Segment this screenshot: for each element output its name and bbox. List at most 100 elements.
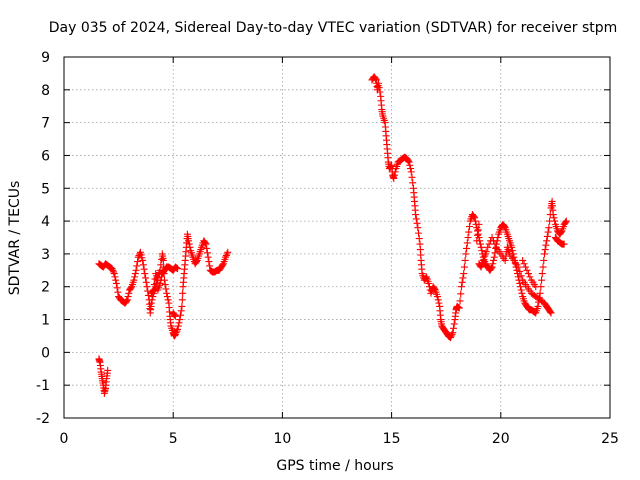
y-tick-label: 8 [41,83,50,99]
data-point [557,228,565,236]
data-point [415,229,423,237]
data-point [457,283,465,291]
data-point [516,283,524,291]
data-point [433,293,441,301]
data-point [123,296,131,304]
data-point [405,158,413,166]
data-point [541,246,549,254]
data-point [162,285,170,293]
x-axis-label: GPS time / hours [276,458,393,474]
data-point [110,270,118,278]
data-point [560,240,568,248]
data-point [457,290,465,298]
data-point [476,240,484,248]
chart-title: Day 035 of 2024, Sidereal Day-to-day VTE… [49,20,618,36]
data-point [414,224,422,232]
data-point [173,327,181,335]
data-point [177,307,185,315]
data-point [425,279,433,287]
data-point [174,265,182,273]
data-point [174,322,182,330]
data-point [141,270,149,278]
data-point [523,266,531,274]
data-point [205,258,213,266]
data-point [148,296,156,304]
y-tick-label: 6 [41,148,50,164]
data-point [375,84,383,92]
data-point [488,234,496,241]
data-point [539,263,547,271]
data-point [545,224,553,232]
data-point [174,325,182,333]
data-point [487,264,495,272]
data-point [508,247,516,255]
data-point [175,319,183,327]
data-point [125,289,133,297]
data-point [542,241,550,249]
data-point [479,256,487,264]
data-point [390,174,398,182]
data-point [546,308,554,316]
data-point [201,239,209,247]
data-point [204,253,212,261]
data-point [136,250,144,258]
data-point [475,220,483,228]
data-point [192,258,200,266]
y-tick-label: 9 [41,50,50,66]
data-point [159,256,167,264]
data-point [178,296,186,304]
grid-lines [64,57,610,418]
data-point [139,256,147,264]
data-point [202,240,210,248]
data-point [203,244,211,252]
data-point [178,302,186,310]
data-point [133,262,141,270]
data-point [550,214,558,222]
data-point [517,286,525,294]
data-point [536,289,544,297]
data-point [179,289,187,297]
data-point [516,279,524,287]
data-point [544,228,552,236]
data-point [171,330,179,338]
data-point [455,304,463,312]
data-point [171,311,179,319]
data-point [203,249,211,257]
data-point [413,219,421,227]
data-point [448,330,456,338]
data-point [543,232,551,240]
data-point [490,256,498,264]
data-point [112,276,120,284]
x-tick-label: 20 [492,431,510,447]
data-point [150,286,158,294]
data-point [185,240,193,248]
data-point [376,88,384,96]
data-point [484,243,492,251]
data-point [109,266,117,274]
data-point [478,247,486,255]
y-tick-label: -1 [36,378,50,394]
data-point [450,320,458,328]
y-tick-label: -2 [36,411,50,427]
y-tick-label: 4 [41,214,50,230]
data-point [490,253,498,261]
data-point [163,293,171,301]
plot-frame [63,56,611,419]
data-point [224,248,232,256]
data-point [164,296,172,304]
data-point [464,234,472,241]
data-point [491,249,499,257]
data-point [447,334,455,342]
data-point [460,263,468,271]
data-point [549,211,557,219]
data-point [540,256,548,264]
data-point [431,285,439,293]
data-point [474,231,482,239]
data-point [131,273,139,281]
data-point [222,253,230,261]
data-point [471,217,479,225]
data-point [186,243,194,251]
data-point [112,279,120,287]
data-point [463,244,471,252]
